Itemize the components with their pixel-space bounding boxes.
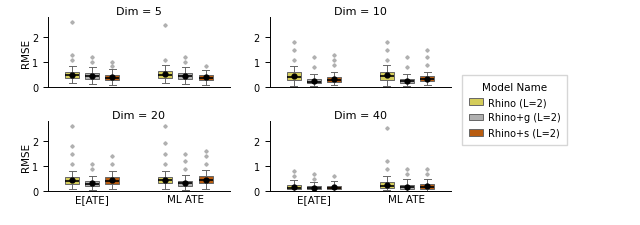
PathPatch shape [380, 72, 394, 80]
PathPatch shape [287, 185, 301, 189]
PathPatch shape [400, 80, 414, 84]
PathPatch shape [198, 76, 212, 81]
PathPatch shape [327, 77, 341, 82]
PathPatch shape [65, 177, 79, 184]
Title: Dim = 20: Dim = 20 [112, 111, 165, 121]
PathPatch shape [85, 181, 99, 186]
PathPatch shape [198, 177, 212, 184]
PathPatch shape [158, 72, 172, 78]
PathPatch shape [65, 73, 79, 79]
PathPatch shape [179, 181, 193, 186]
PathPatch shape [420, 184, 434, 189]
PathPatch shape [158, 177, 172, 184]
Y-axis label: RMSE: RMSE [20, 142, 31, 171]
Legend: Rhino (L=2), Rhino+g (L=2), Rhino+s (L=2): Rhino (L=2), Rhino+g (L=2), Rhino+s (L=2… [463, 76, 567, 145]
PathPatch shape [327, 186, 341, 189]
Title: Dim = 10: Dim = 10 [334, 7, 387, 17]
PathPatch shape [287, 73, 301, 81]
PathPatch shape [106, 177, 120, 184]
Title: Dim = 5: Dim = 5 [116, 7, 162, 17]
PathPatch shape [400, 185, 414, 189]
PathPatch shape [106, 75, 120, 81]
PathPatch shape [85, 74, 99, 80]
PathPatch shape [307, 186, 321, 189]
Y-axis label: RMSE: RMSE [20, 38, 31, 68]
PathPatch shape [307, 80, 321, 84]
Title: Dim = 40: Dim = 40 [334, 111, 387, 121]
PathPatch shape [380, 182, 394, 188]
PathPatch shape [420, 77, 434, 82]
PathPatch shape [179, 74, 193, 80]
